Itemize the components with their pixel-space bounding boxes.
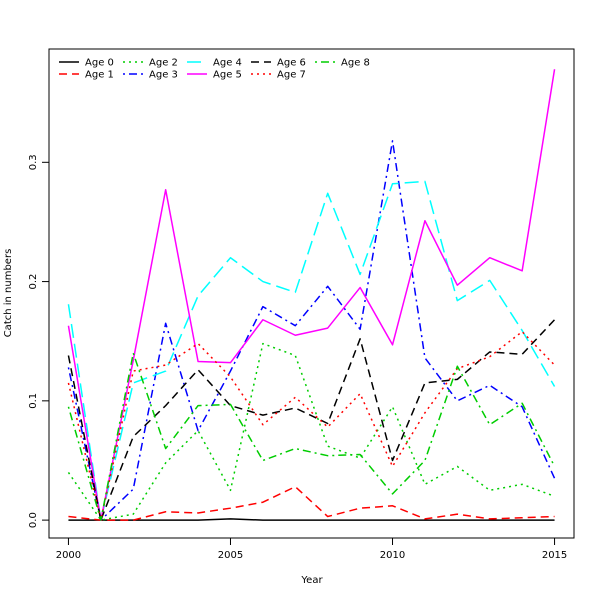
- series-line-age-5: [67, 69, 556, 521]
- legend-label: Age 6: [277, 58, 306, 69]
- series-line-age-0: [68, 518, 555, 521]
- y-tick-label: 0.3: [28, 154, 39, 170]
- legend-label: Age 3: [149, 70, 178, 81]
- y-tick-label: 0.0: [28, 512, 39, 528]
- y-axis: 0.0 0.1 0.2 0.3: [28, 154, 50, 528]
- legend-label: Age 8: [341, 58, 370, 69]
- x-axis-label: Year: [300, 575, 323, 586]
- legend-label: Age 7: [277, 70, 306, 81]
- series-layer: [67, 69, 556, 521]
- legend-label: Age 5: [213, 70, 242, 81]
- series-line-age-7: [67, 330, 556, 521]
- x-tick-label: 2010: [380, 550, 405, 561]
- series-line-age-2: [67, 342, 555, 521]
- series-line-age-6: [67, 319, 556, 521]
- x-axis: 2000 2005 2010 2015: [56, 537, 567, 561]
- legend-label: Age 2: [149, 58, 178, 69]
- x-tick-label: 2005: [218, 550, 243, 561]
- legend-label: Age 1: [85, 70, 114, 81]
- x-tick-label: 2015: [542, 550, 567, 561]
- x-tick-label: 2000: [56, 550, 81, 561]
- y-axis-label: Catch in numbers: [3, 249, 14, 338]
- series-line-age-8: [67, 352, 556, 521]
- y-tick-label: 0.1: [28, 393, 39, 409]
- y-tick-label: 0.2: [28, 274, 39, 290]
- legend-label: Age 0: [85, 58, 114, 69]
- series-line-age-3: [67, 140, 556, 521]
- series-line-age-1: [68, 485, 555, 521]
- series-line-age-4: [67, 180, 556, 521]
- legend-label: Age 4: [213, 58, 242, 69]
